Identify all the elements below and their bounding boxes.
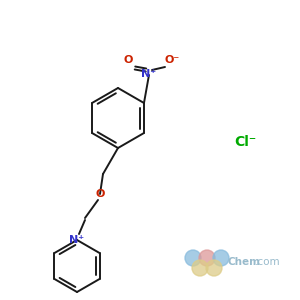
Circle shape [192, 260, 208, 276]
Circle shape [185, 250, 201, 266]
Circle shape [199, 250, 215, 266]
Circle shape [213, 250, 229, 266]
Text: Chem: Chem [228, 257, 261, 267]
Text: .com: .com [255, 257, 280, 267]
Text: Cl⁻: Cl⁻ [234, 135, 256, 149]
Text: O⁻: O⁻ [164, 55, 180, 65]
Circle shape [206, 260, 222, 276]
Text: N⁺: N⁺ [141, 69, 157, 79]
Text: O: O [123, 55, 133, 65]
Text: O: O [95, 189, 105, 199]
Text: N⁺: N⁺ [69, 235, 85, 245]
